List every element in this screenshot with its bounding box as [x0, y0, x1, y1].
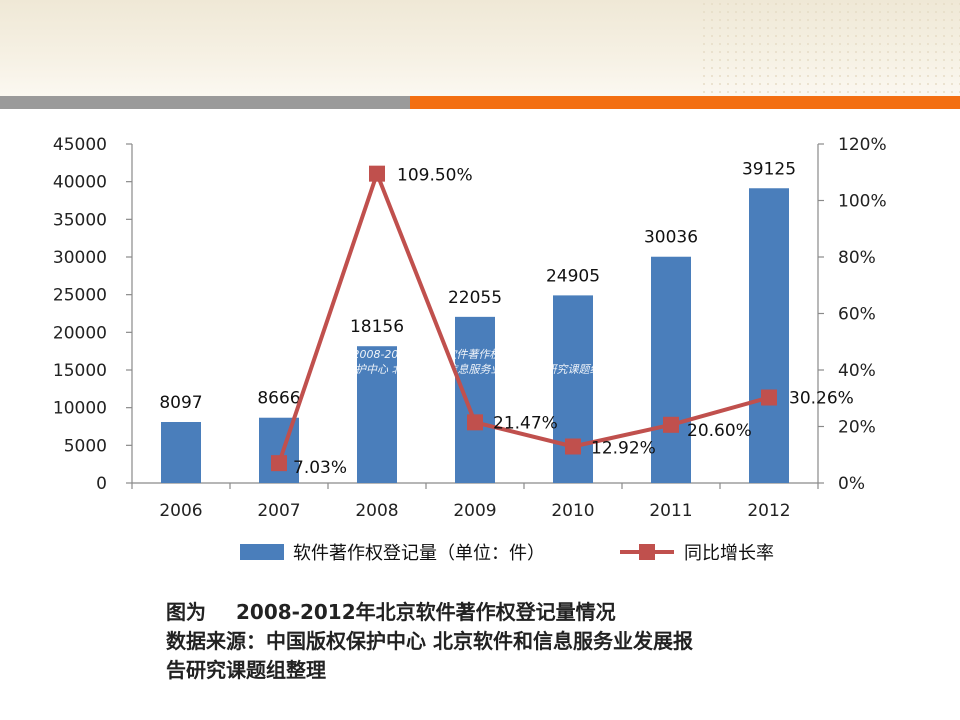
x-axis-tick-label: 2011 — [649, 501, 692, 521]
bar — [553, 295, 593, 483]
header-background — [0, 0, 960, 96]
growth-rate-line — [277, 171, 770, 464]
bar — [357, 346, 397, 483]
legend-swatch-marker — [639, 544, 655, 560]
right-axis-tick-label: 0% — [838, 474, 865, 494]
x-axis-tick-label: 2009 — [453, 501, 496, 521]
left-axis-tick-label: 30000 — [53, 248, 107, 268]
right-axis-tick-label: 60% — [838, 305, 876, 325]
growth-rate-marker — [271, 455, 287, 472]
line-series: 7.03% 109.50% 21.47% 12.92% 20.60% 30.26% — [271, 165, 854, 478]
right-axis-tick-label: 20% — [838, 418, 876, 438]
growth-rate-marker — [565, 438, 581, 455]
bar-value-label: 18156 — [350, 317, 404, 337]
overlay-text-line-1: 图5-1 2008-2012年北京软件著作权登记量 — [320, 348, 534, 361]
legend-label-line: 同比增长率 — [684, 543, 774, 564]
growth-rate-marker — [369, 165, 385, 182]
legend: 软件著作权登记量（单位：件） 同比增长率 — [240, 543, 774, 564]
bar — [651, 256, 691, 483]
bar-value-label: 8097 — [159, 393, 202, 413]
x-axis-tick-label: 2007 — [257, 501, 300, 521]
right-axis: 0% 20% 40% 60% 80% 100% 120% — [817, 135, 887, 494]
growth-rate-marker — [663, 416, 679, 433]
caption-prefix: 图为 — [166, 600, 206, 624]
right-axis-tick-label: 40% — [838, 361, 876, 381]
growth-rate-label: 7.03% — [293, 458, 347, 478]
left-axis-tick-label: 40000 — [53, 173, 107, 193]
growth-rate-label: 20.60% — [687, 421, 752, 441]
growth-rate-marker — [761, 389, 777, 406]
bar-value-label: 8666 — [257, 389, 300, 409]
growth-rate-label: 109.50% — [397, 166, 473, 186]
caption-source-line: 数据来源：中国版权保护中心 北京软件和信息服务业发展报 — [166, 629, 693, 653]
overlay-text-line-2: 中国版权保护中心 北京软件和信息服务业发展报告研究课题组整理 — [300, 363, 624, 376]
caption-year-range: 2008-2012 — [236, 600, 356, 624]
bar-series: 8097 8666 18156 22055 24905 30036 39125 — [159, 159, 796, 483]
caption-source-continued: 告研究课题组整理 — [166, 658, 326, 682]
left-axis-tick-label: 10000 — [53, 399, 107, 419]
header-gray-stripe — [0, 96, 410, 109]
x-axis-tick-label: 2010 — [551, 501, 594, 521]
caption-line-1: 图为 2008-2012年北京软件著作权登记量情况 — [166, 598, 846, 627]
left-axis-tick-label: 45000 — [53, 135, 107, 155]
bar — [749, 188, 789, 483]
x-axis-tick-label: 2006 — [159, 501, 202, 521]
right-axis-tick-label: 80% — [838, 248, 876, 268]
growth-rate-label: 30.26% — [789, 389, 854, 409]
bar — [161, 422, 201, 483]
figure-caption: 图为 2008-2012年北京软件著作权登记量情况 数据来源：中国版权保护中心 北… — [166, 598, 846, 685]
bar-value-label: 24905 — [546, 266, 600, 286]
left-axis-tick-label: 5000 — [64, 436, 107, 456]
bar-value-label: 30036 — [644, 228, 698, 248]
right-axis-tick-label: 120% — [838, 135, 887, 155]
caption-title: 年北京软件著作权登记量情况 — [355, 600, 616, 624]
x-axis: 2006 2007 2008 2009 2010 2011 2012 — [131, 482, 819, 521]
left-axis-tick-label: 15000 — [53, 361, 107, 381]
growth-rate-marker — [467, 414, 483, 431]
left-axis-tick-label: 35000 — [53, 210, 107, 230]
bar — [455, 316, 495, 483]
x-axis-tick-label: 2008 — [355, 501, 398, 521]
bar-value-label: 39125 — [742, 159, 796, 179]
left-axis-tick-label: 0 — [96, 474, 107, 494]
left-axis-tick-label: 20000 — [53, 323, 107, 343]
x-axis-tick-label: 2012 — [747, 501, 790, 521]
bar-value-label: 22055 — [448, 288, 502, 308]
right-axis-tick-label: 100% — [838, 192, 887, 212]
growth-rate-label: 21.47% — [493, 413, 558, 433]
header-orange-stripe — [410, 96, 960, 109]
growth-rate-label: 12.92% — [591, 439, 656, 459]
left-axis: 0 5000 10000 15000 20000 25000 30000 35000 40000… — [53, 135, 133, 494]
legend-swatch-bar — [240, 544, 284, 560]
legend-label-bar: 软件著作权登记量（单位：件） — [293, 543, 545, 564]
left-axis-tick-label: 25000 — [53, 286, 107, 306]
